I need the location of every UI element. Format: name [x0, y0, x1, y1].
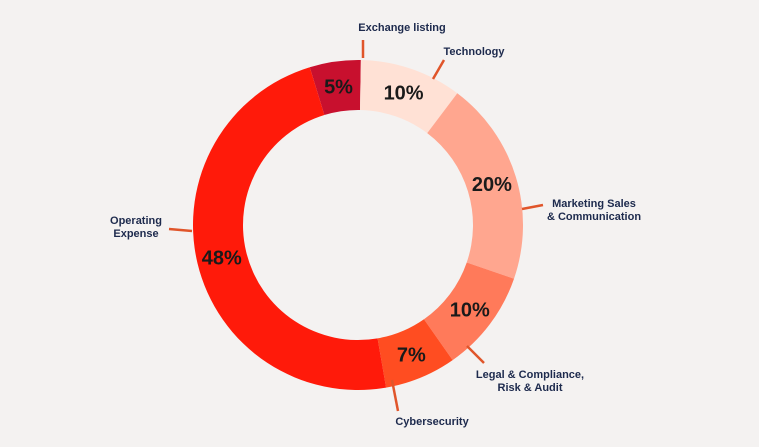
category-label-exchange-listing: Exchange listing: [358, 22, 445, 34]
slice-cybersecurity: [377, 319, 453, 388]
category-label-marketing-sales-communication: Marketing Sales & Communication: [547, 198, 641, 223]
slice-exchange-listing: [309, 60, 361, 116]
pct-label-marketing-sales-communication: 20%: [472, 174, 512, 196]
leader-line-operating-expense: [168, 227, 193, 233]
percentage-labels: 5% 10% 20% 10% 7% 48%: [202, 76, 512, 366]
category-label-cybersecurity: Cybersecurity: [395, 416, 469, 428]
category-labels: Exchange listing Technology Marketing Sale…: [110, 22, 641, 428]
pct-label-cybersecurity: 7%: [397, 344, 426, 366]
leader-lines: [168, 40, 544, 412]
category-label-technology: Technology: [444, 46, 506, 58]
leader-line-marketing-sales-communication: [521, 203, 544, 211]
pct-label-exchange-listing: 5%: [324, 76, 353, 98]
category-label-operating-expense: Operating Expense: [110, 215, 162, 240]
pct-label-operating-expense: 48%: [202, 247, 242, 269]
slice-legal-compliance-risk-audit: [423, 262, 515, 361]
slice-marketing-sales-communication: [427, 93, 523, 279]
slice-operating-expense: [192, 67, 387, 391]
donut-slices: [192, 60, 523, 391]
pct-label-technology: 10%: [384, 83, 424, 105]
category-label-legal-compliance-risk-audit: Legal & Compliance, Risk & Audit: [476, 369, 584, 394]
pct-label-legal-compliance-risk-audit: 10%: [450, 299, 490, 321]
leader-line-cybersecurity: [390, 379, 400, 412]
leader-line-legal-compliance-risk-audit: [466, 345, 485, 364]
leader-line-technology: [431, 59, 446, 80]
